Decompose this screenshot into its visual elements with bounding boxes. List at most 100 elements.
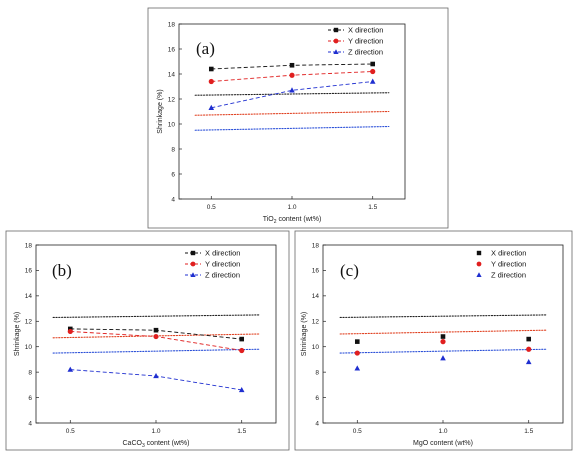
y-tick-label: 4 [315,420,319,427]
x-tick-label: 0.5 [207,204,216,211]
reference-line-z [194,125,390,131]
data-point-y [153,333,159,340]
x-axis-label-rest: content (wt%) [145,440,190,447]
legend-label: Z direction [205,271,240,280]
y-tick-label: 8 [28,369,32,376]
legend-label: Z direction [348,48,383,57]
x-axis-label: CaCO3 content (wt%) [123,440,190,449]
legend-marker-x [190,250,196,256]
y-tick-label: 6 [28,395,32,402]
data-point-z [289,87,295,93]
data-point-x [153,327,159,333]
data-point-x [354,339,360,344]
data-point-x [239,336,245,342]
reference-line-x [194,92,390,96]
legend-marker-y [190,261,196,267]
x-tick-label: 1.0 [151,428,160,435]
panel-label: (a) [196,39,215,58]
x-tick-label: 1.5 [368,204,377,211]
x-axis-label-main: MgO content (wt%) [413,440,473,447]
x-tick-label: 1.5 [237,428,246,435]
y-tick-label: 10 [168,121,176,128]
x-axis-label-main: CaCO [123,440,143,447]
x-tick-label: 1.0 [438,428,447,435]
data-point-y [440,339,446,345]
data-point-y [526,346,532,352]
x-axis-label-subscript: 2 [274,219,277,225]
data-point-y [239,347,245,354]
legend-label: Y direction [491,260,526,269]
legend-marker-z [190,272,196,277]
y-tick-label: 18 [312,242,320,249]
y-tick-label: 4 [28,420,32,427]
x-tick-label: 1.0 [287,204,296,211]
data-point-z [208,104,215,110]
y-tick-label: 16 [25,268,33,275]
x-axis-label-main: TiO [263,216,275,223]
panel-frame [5,230,290,451]
x-tick-label: 0.5 [353,428,362,435]
data-point-y [289,72,295,78]
panel-label: (b) [52,261,72,280]
y-tick-label: 8 [171,146,175,153]
legend-marker-y [476,261,482,267]
data-point-y [354,350,360,356]
reference-line-y [52,333,260,339]
y-tick-label: 14 [25,293,33,300]
data-point-z [238,386,245,393]
data-point-z [67,366,74,372]
panel-a: 4 6 8 10 12 14 16 18 0.5 1.0 1.5 Shrinkage (%) TiO2 … [147,7,449,229]
y-tick-label: 8 [315,369,319,376]
legend-label: Y direction [205,260,240,269]
y-tick-label: 14 [312,293,320,300]
x-axis-label-rest: content (wt%) [277,216,322,223]
y-tick-label: 16 [168,46,176,53]
x-axis-label-subscript: 3 [142,443,145,449]
y-tick-label: 18 [25,242,33,249]
data-point-z [525,358,532,365]
reference-line-y [194,110,390,116]
y-tick-label: 10 [312,344,320,351]
legend-label: X direction [491,249,526,258]
data-point-z [354,365,361,371]
panel-frame [147,7,449,229]
data-point-y [370,68,376,75]
reference-line-x [339,314,547,319]
y-tick-label: 10 [25,344,33,351]
y-tick-label: 12 [168,96,176,103]
panel-frame [294,230,573,451]
data-point-x [370,61,376,67]
legend-label: Z direction [491,271,526,280]
y-tick-label: 12 [312,319,320,326]
data-point-z [369,78,376,84]
panel-c: 4 6 8 10 12 14 16 18 0.5 1.0 1.5 Shrinkage (%) MgO c… [294,230,573,451]
data-point-x [526,336,532,342]
y-tick-label: 14 [168,71,176,78]
legend-marker-y [333,38,339,44]
y-tick-label: 12 [25,319,33,326]
legend-marker-z [476,272,482,277]
y-tick-label: 4 [171,196,175,203]
y-tick-label: 18 [168,21,176,28]
reference-line-y [339,329,547,335]
data-point-y [208,78,214,85]
legend-marker-x [476,250,482,256]
reference-line-x [52,314,260,319]
data-point-z [440,355,446,361]
y-tick-label: 6 [315,395,319,402]
data-point-x [289,62,295,68]
legend-label: Y direction [348,37,383,46]
data-point-x [208,66,214,72]
legend-label: X direction [205,249,240,258]
y-axis-label: Shrinkage (%) [157,89,164,133]
x-axis-label: TiO2 content (wt%) [263,216,322,225]
series-line-z [211,81,373,109]
y-axis-label: Shrinkage (%) [14,312,21,356]
y-tick-label: 16 [312,268,320,275]
y-axis-label: Shrinkage (%) [301,312,308,356]
reference-line-z [339,348,547,354]
x-tick-label: 0.5 [66,428,75,435]
data-point-x [440,334,446,339]
x-axis-label: MgO content (wt%) [413,440,473,447]
